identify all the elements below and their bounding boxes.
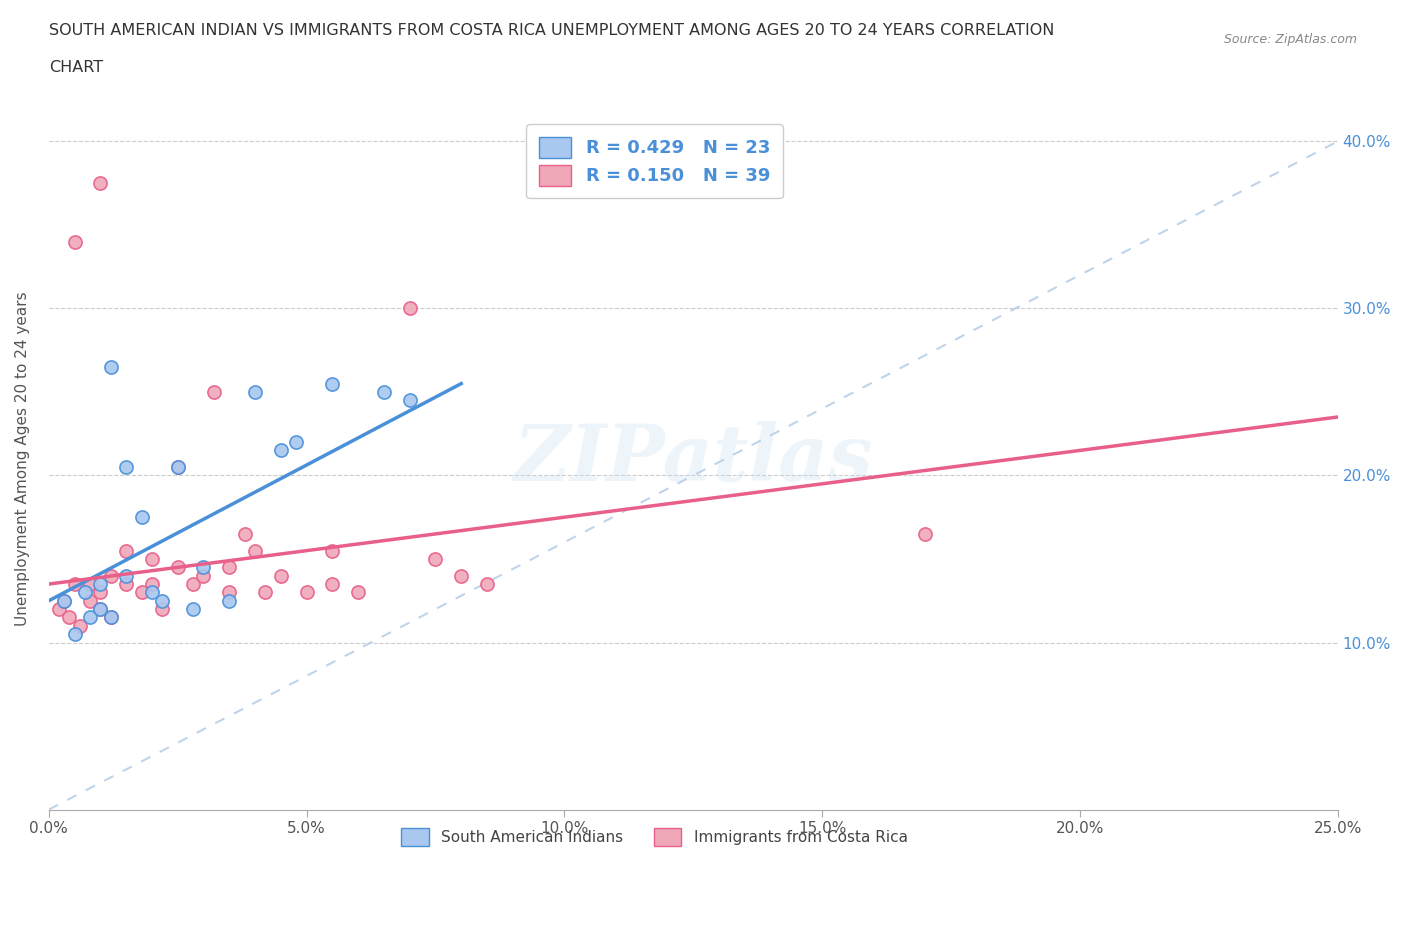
- Point: [150, 602, 173, 617]
- Point: [115, 577, 138, 591]
- Point: [233, 526, 256, 541]
- Point: [347, 585, 370, 600]
- Point: [295, 585, 318, 600]
- Point: [166, 560, 188, 575]
- Point: [193, 568, 215, 583]
- Legend: South American Indians, Immigrants from Costa Rica: South American Indians, Immigrants from …: [389, 816, 920, 858]
- Point: [270, 568, 292, 583]
- Point: [100, 610, 122, 625]
- Point: [243, 384, 266, 399]
- Point: [218, 593, 240, 608]
- Y-axis label: Unemployment Among Ages 20 to 24 years: Unemployment Among Ages 20 to 24 years: [15, 291, 30, 626]
- Point: [115, 568, 138, 583]
- Point: [321, 376, 343, 391]
- Point: [373, 384, 395, 399]
- Point: [181, 577, 204, 591]
- Point: [73, 585, 96, 600]
- Point: [425, 551, 447, 566]
- Text: SOUTH AMERICAN INDIAN VS IMMIGRANTS FROM COSTA RICA UNEMPLOYMENT AMONG AGES 20 T: SOUTH AMERICAN INDIAN VS IMMIGRANTS FROM…: [49, 23, 1054, 38]
- Text: Source: ZipAtlas.com: Source: ZipAtlas.com: [1223, 33, 1357, 46]
- Point: [166, 459, 188, 474]
- Point: [914, 526, 936, 541]
- Point: [254, 585, 277, 600]
- Point: [243, 543, 266, 558]
- Point: [89, 585, 111, 600]
- Point: [218, 560, 240, 575]
- Point: [53, 593, 76, 608]
- Point: [89, 176, 111, 191]
- Text: ZIPatlas: ZIPatlas: [513, 420, 873, 497]
- Point: [150, 593, 173, 608]
- Point: [450, 568, 472, 583]
- Point: [285, 434, 308, 449]
- Point: [166, 459, 188, 474]
- Point: [79, 577, 101, 591]
- Point: [69, 618, 91, 633]
- Point: [79, 610, 101, 625]
- Point: [100, 360, 122, 375]
- Point: [89, 577, 111, 591]
- Point: [131, 510, 153, 525]
- Point: [193, 560, 215, 575]
- Point: [270, 443, 292, 458]
- Point: [100, 568, 122, 583]
- Point: [398, 301, 420, 316]
- Point: [321, 577, 343, 591]
- Point: [63, 577, 86, 591]
- Point: [321, 543, 343, 558]
- Point: [218, 585, 240, 600]
- Point: [89, 602, 111, 617]
- Point: [115, 459, 138, 474]
- Point: [53, 593, 76, 608]
- Point: [58, 610, 80, 625]
- Point: [202, 384, 225, 399]
- Point: [181, 602, 204, 617]
- Point: [89, 602, 111, 617]
- Point: [141, 585, 163, 600]
- Point: [115, 543, 138, 558]
- Text: CHART: CHART: [49, 60, 103, 75]
- Point: [100, 610, 122, 625]
- Point: [398, 392, 420, 407]
- Point: [141, 551, 163, 566]
- Point: [63, 627, 86, 642]
- Point: [131, 585, 153, 600]
- Point: [79, 593, 101, 608]
- Point: [475, 577, 498, 591]
- Point: [63, 234, 86, 249]
- Point: [141, 577, 163, 591]
- Point: [48, 602, 70, 617]
